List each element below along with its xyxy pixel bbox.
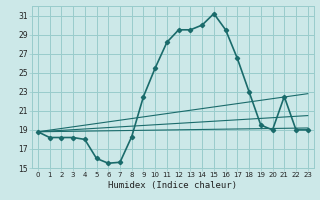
X-axis label: Humidex (Indice chaleur): Humidex (Indice chaleur) [108, 181, 237, 190]
